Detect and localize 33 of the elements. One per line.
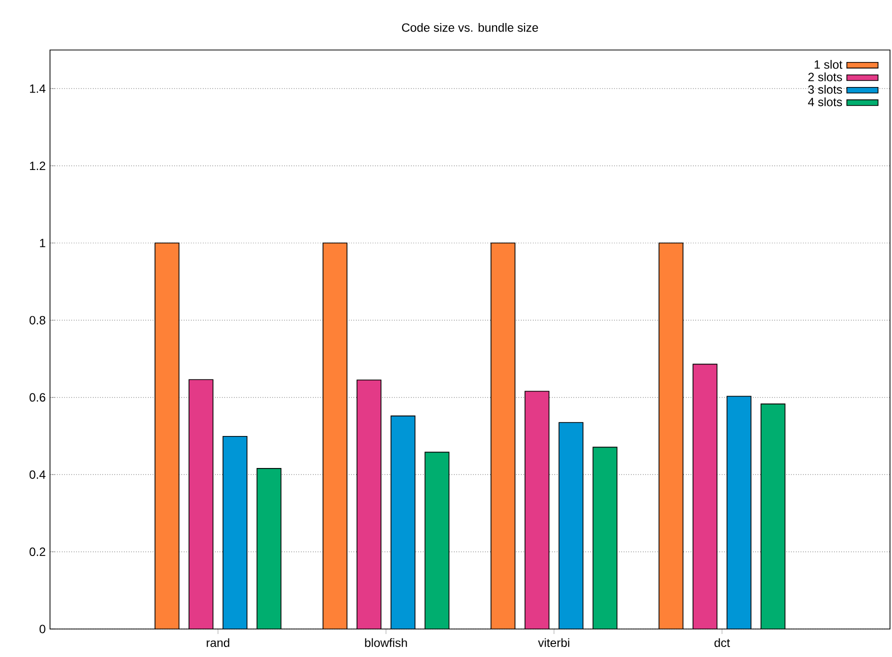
- y-tick-label: 0: [40, 624, 46, 634]
- bar: [356, 380, 382, 629]
- y-tick-label: 0.8: [30, 316, 46, 324]
- chart-title: Code size vs. bundle size: [402, 22, 538, 32]
- bar: [658, 242, 684, 629]
- bar: [558, 422, 584, 629]
- bar: [222, 436, 248, 629]
- bar: [692, 364, 718, 629]
- bar: [424, 452, 450, 629]
- y-tick-label: 1: [40, 238, 46, 248]
- bar: [390, 416, 416, 629]
- y-tick-label: 1.2: [30, 162, 46, 170]
- bar: [760, 404, 786, 629]
- y-tick-label: 0.4: [30, 470, 46, 479]
- bar: [592, 446, 618, 629]
- legend-label: 3 slots: [808, 84, 842, 94]
- legend-label: 2 slots: [808, 72, 842, 82]
- bar: [524, 390, 550, 629]
- x-tick-label: viterbi: [538, 638, 570, 648]
- bar: [154, 242, 180, 629]
- bar: [726, 396, 752, 629]
- x-tick-label: blowfish: [365, 638, 407, 648]
- y-tick-label: 1.4: [30, 84, 46, 93]
- bar: [188, 379, 214, 629]
- bar: [490, 242, 516, 629]
- legend-label: 1 slot: [814, 60, 842, 69]
- legend-label: 4 slots: [808, 97, 842, 106]
- y-tick-label: 0.6: [30, 393, 46, 402]
- x-tick-label: rand: [206, 638, 230, 648]
- x-tick-label: dct: [714, 638, 730, 648]
- y-tick-label: 0.2: [30, 548, 46, 556]
- bar: [256, 468, 282, 629]
- bar: [322, 242, 348, 629]
